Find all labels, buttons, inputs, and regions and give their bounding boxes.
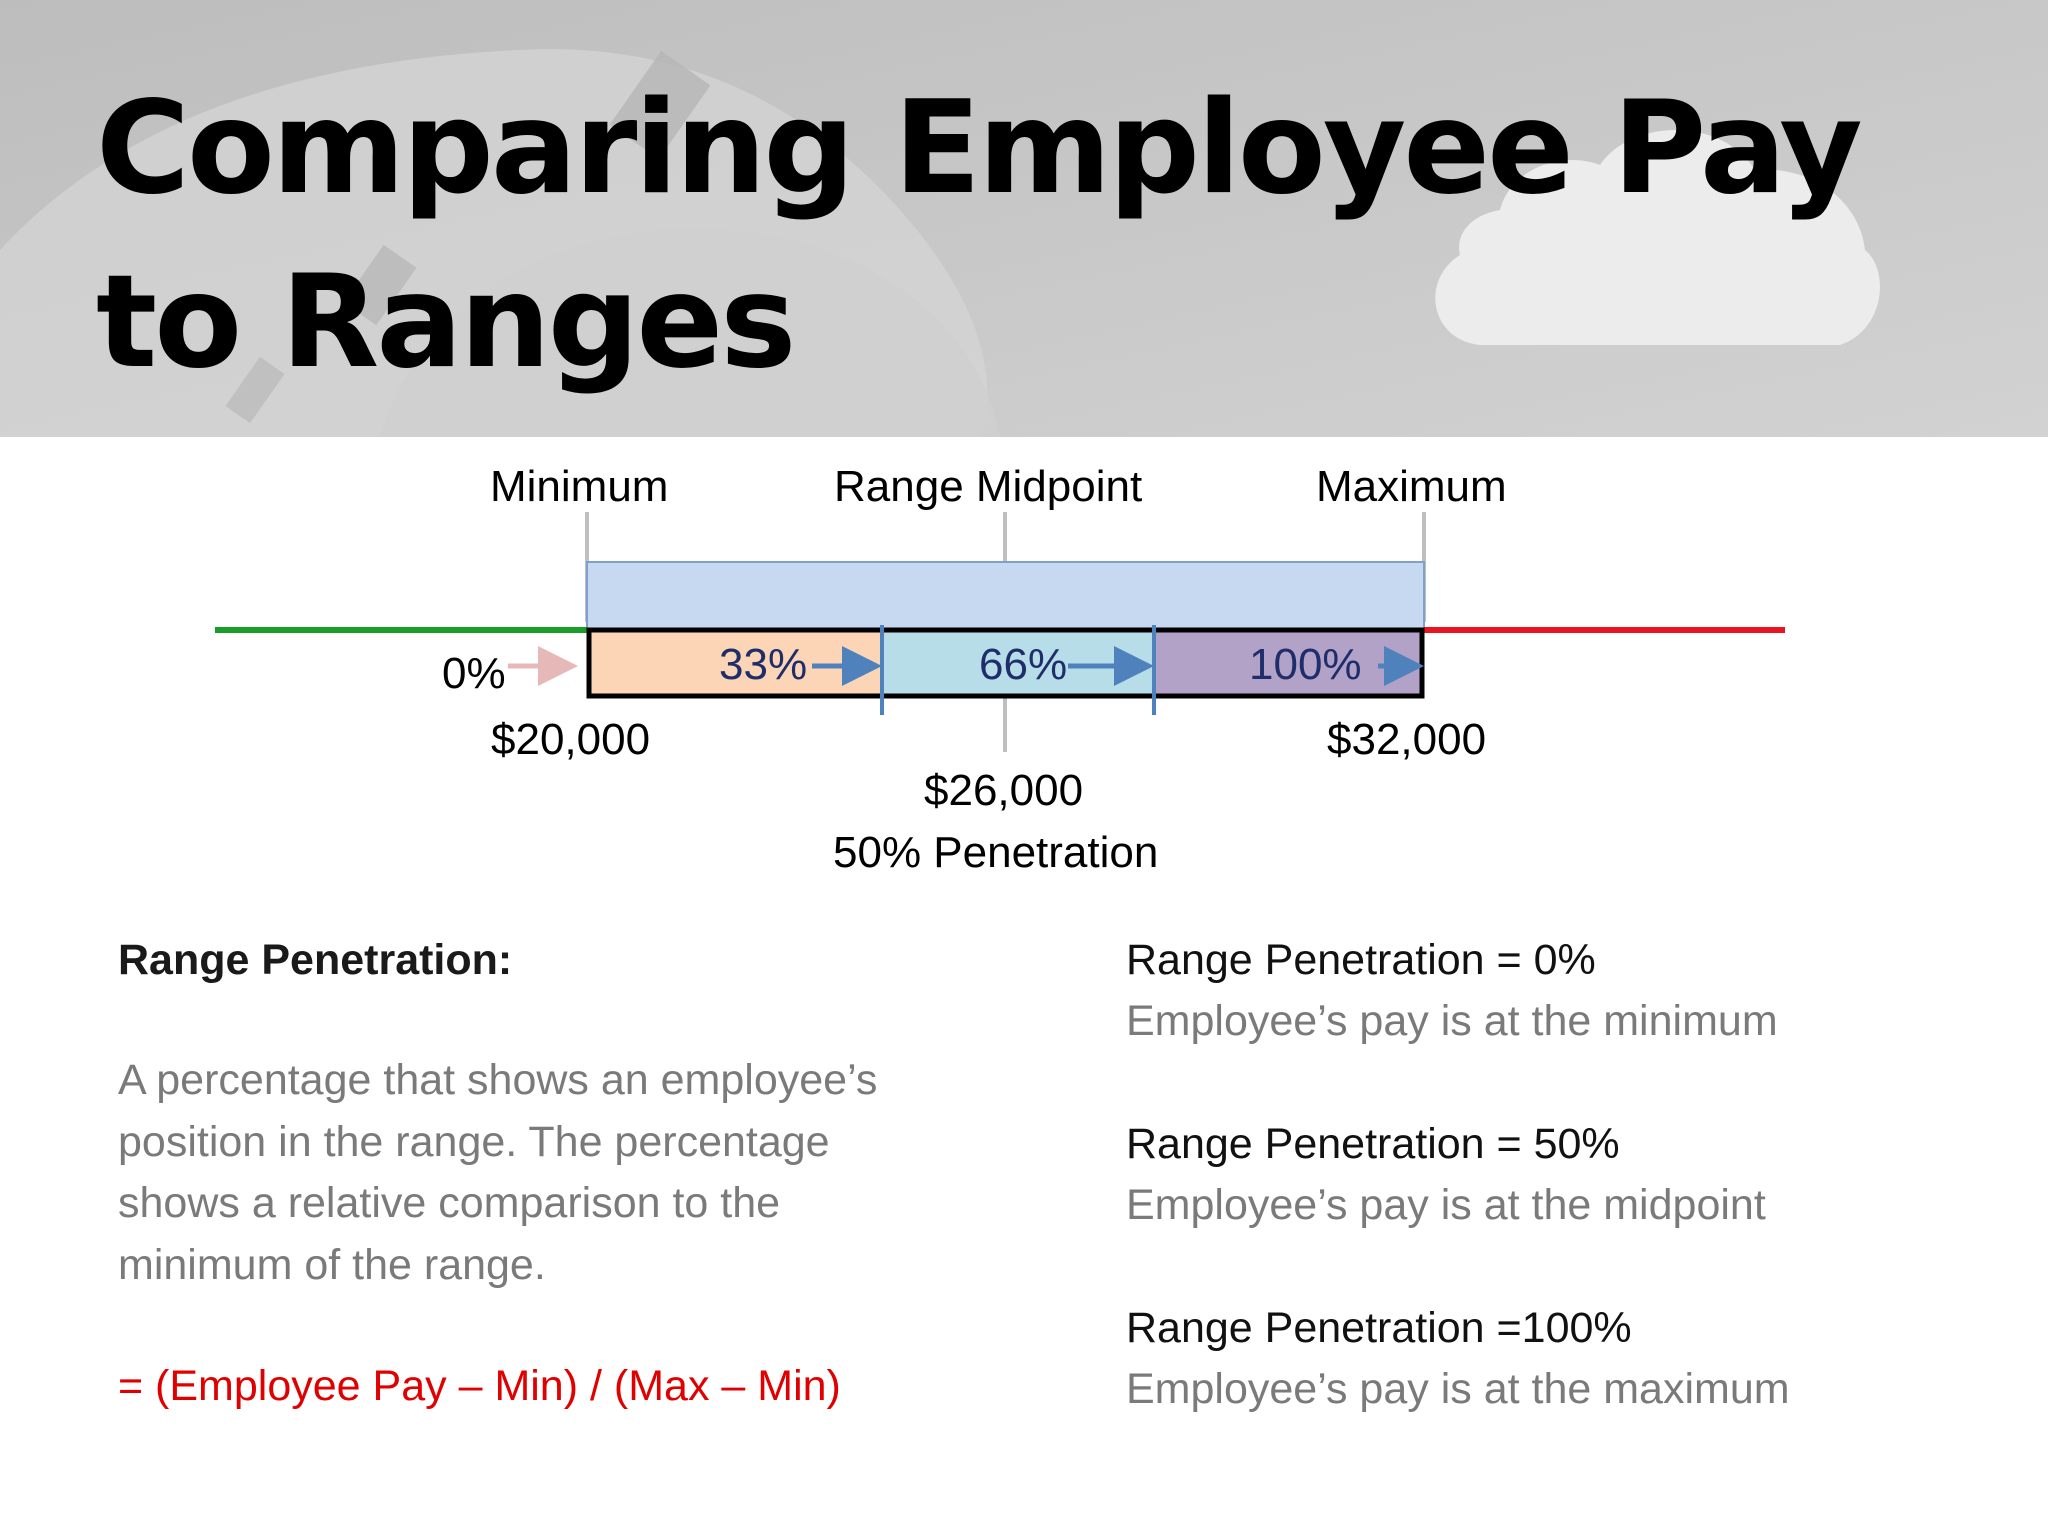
maximum-label: Maximum bbox=[1316, 462, 1507, 511]
definition-text: A percentage that shows an employee’s po… bbox=[118, 1056, 878, 1289]
definition-block: Range Penetration: A percentage that sho… bbox=[118, 930, 938, 1416]
example-description: Employee’s pay is at the midpoint bbox=[1126, 1181, 1766, 1229]
example-item: Range Penetration =100% Employee’s pay i… bbox=[1126, 1298, 2006, 1420]
minimum-value: $20,000 bbox=[491, 715, 651, 764]
title-banner: Comparing Employee Pay to Ranges bbox=[0, 0, 2048, 437]
segment-33 bbox=[589, 630, 882, 696]
example-heading: Range Penetration =100% bbox=[1126, 1304, 1632, 1352]
maximum-value: $32,000 bbox=[1327, 715, 1487, 764]
example-description: Employee’s pay is at the maximum bbox=[1126, 1365, 1790, 1413]
cloud-background-graphic bbox=[0, 0, 2048, 437]
example-description: Employee’s pay is at the minimum bbox=[1126, 997, 1778, 1045]
example-item: Range Penetration = 0% Employee’s pay is… bbox=[1126, 930, 2006, 1052]
example-heading: Range Penetration = 50% bbox=[1126, 1120, 1620, 1168]
segment-66 bbox=[882, 630, 1154, 696]
slide-title: Comparing Employee Pay to Ranges bbox=[96, 74, 1863, 397]
start-percent-label: 0% bbox=[442, 649, 506, 698]
segment-66-label: 66% bbox=[979, 640, 1068, 689]
minimum-label: Minimum bbox=[490, 462, 669, 511]
examples-block: Range Penetration = 0% Employee’s pay is… bbox=[1126, 930, 2006, 1482]
segment-33-label: 33% bbox=[719, 640, 808, 689]
pay-range-diagram: Minimum Range Midpoint Maximum 0% 33% 66… bbox=[0, 437, 2048, 907]
segment-100-label: 100% bbox=[1249, 640, 1362, 689]
range-bar-graphic bbox=[215, 512, 1785, 752]
example-heading: Range Penetration = 0% bbox=[1126, 936, 1596, 984]
midpoint-label: Range Midpoint bbox=[834, 462, 1143, 511]
midpoint-caption: 50% Penetration bbox=[833, 828, 1159, 877]
segment-100 bbox=[1154, 630, 1422, 696]
midpoint-value: $26,000 bbox=[924, 766, 1084, 815]
definition-heading: Range Penetration: bbox=[118, 936, 513, 984]
range-band bbox=[586, 561, 1425, 633]
example-item: Range Penetration = 50% Employee’s pay i… bbox=[1126, 1114, 2006, 1236]
formula-text: = (Employee Pay – Min) / (Max – Min) bbox=[118, 1362, 841, 1410]
